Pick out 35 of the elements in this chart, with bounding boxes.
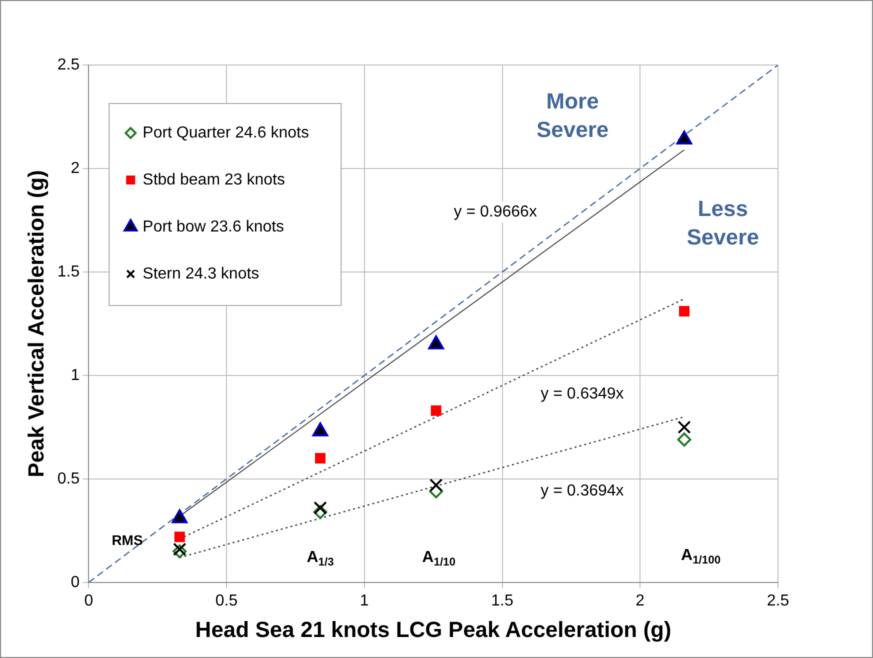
y-tick-label: 1 — [70, 366, 80, 384]
point — [314, 501, 327, 515]
annotation: y = 0.6349x — [540, 385, 624, 402]
x-tick-label: 0.5 — [215, 592, 238, 610]
legend-label: Port bow 23.6 knots — [142, 218, 284, 236]
annotation: y = 0.3694x — [540, 482, 624, 500]
annotation: RMS — [112, 532, 143, 548]
point — [172, 542, 186, 556]
y-tick-label: 1.5 — [57, 263, 80, 280]
x-tick-label: 0 — [84, 592, 94, 610]
y-tick-label: 0.5 — [57, 470, 80, 488]
point — [677, 432, 692, 447]
y-tick-label: 0 — [70, 574, 80, 591]
legend-label: Stern 24.3 knots — [142, 265, 260, 282]
y-axis-title: Peak Vertical Acceleration (g) — [23, 170, 48, 478]
x-tick-label: 2.5 — [766, 592, 790, 610]
legend-label: Port Quarter 24.6 knots — [142, 124, 309, 142]
annotation: Less Severe — [686, 196, 759, 250]
point — [679, 306, 690, 317]
x-tick-label: 1.5 — [491, 592, 514, 610]
x-tick-label: 2 — [636, 592, 645, 610]
y-tick-label: 2.5 — [57, 56, 80, 74]
y-tick-label: 2 — [70, 160, 80, 177]
legend-label: Stbd beam 23 knots — [142, 171, 285, 188]
x-axis-title: Head Sea 21 knots LCG Peak Acceleration (g) — [195, 616, 672, 642]
point — [676, 130, 692, 145]
x-tick-label: 1 — [360, 592, 369, 610]
point — [428, 335, 444, 350]
annotation: More Severe — [536, 88, 609, 142]
point — [315, 452, 326, 464]
point — [174, 532, 185, 542]
point — [678, 420, 691, 434]
point — [429, 478, 443, 492]
annotation: y = 0.9666x — [454, 203, 537, 220]
point — [430, 405, 442, 416]
